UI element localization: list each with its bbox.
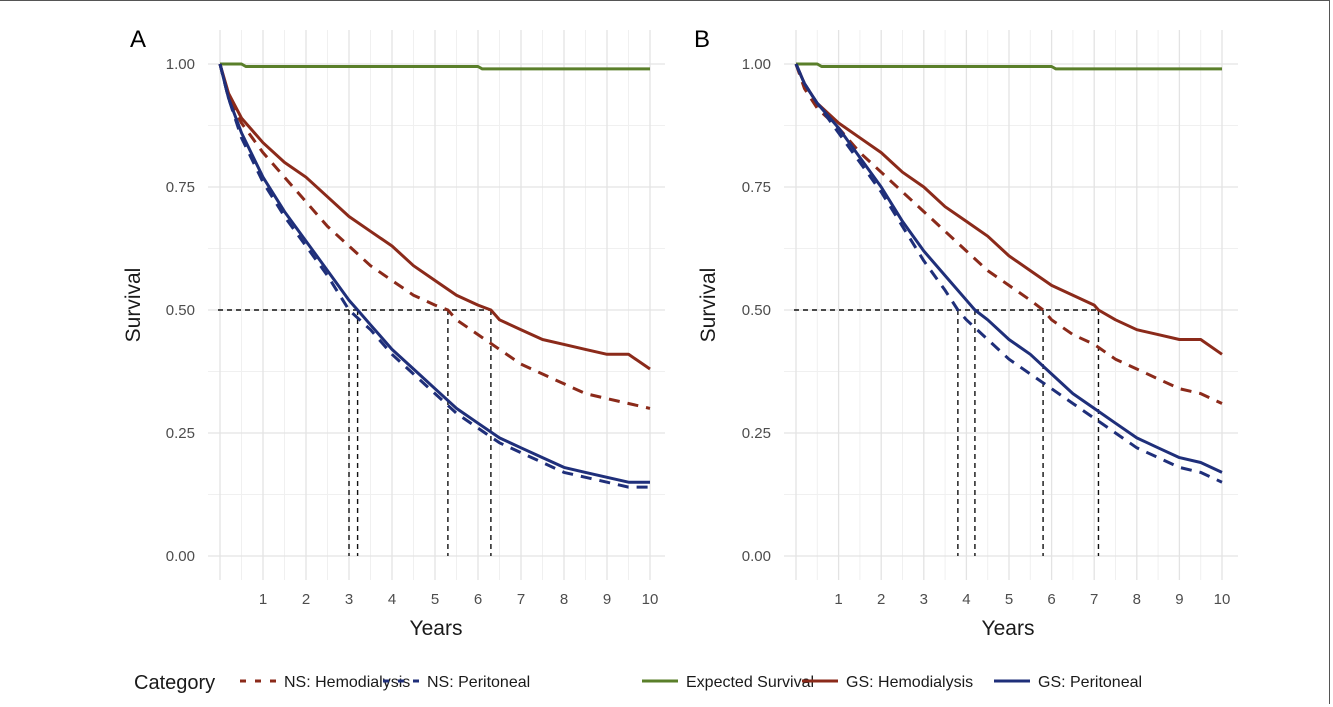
series-line-gs-hemodialysis bbox=[218, 63, 651, 371]
legend-label: NS: Hemodialysis bbox=[284, 674, 410, 691]
y-tick-label: 0.75 bbox=[742, 179, 771, 196]
x-tick-label: 8 bbox=[560, 591, 568, 608]
x-tick-label: 8 bbox=[1133, 591, 1141, 608]
y-tick-label: 0.50 bbox=[742, 302, 771, 319]
x-tick-label: 6 bbox=[1047, 591, 1055, 608]
y-tick-label: 0.25 bbox=[742, 425, 771, 442]
x-tick-label: 2 bbox=[877, 591, 885, 608]
panel-a: 0.00 0.25 0.50 0.75 1.00 1 2 3 4 5 6 7 8 9 10 Years Surv… bbox=[122, 26, 665, 640]
series-line-gs-peritoneal bbox=[218, 63, 650, 484]
panel-label: A bbox=[130, 26, 146, 53]
legend-label: NS: Peritoneal bbox=[427, 674, 530, 691]
x-tick-label: 2 bbox=[302, 591, 310, 608]
y-tick-label: 1.00 bbox=[166, 56, 195, 73]
x-tick-label: 7 bbox=[1090, 591, 1098, 608]
x-tick-label: 5 bbox=[431, 591, 439, 608]
y-tick-label: 0.75 bbox=[166, 179, 195, 196]
y-axis-title: Survival bbox=[122, 268, 145, 343]
x-tick-label: 1 bbox=[259, 591, 267, 608]
x-tick-label: 9 bbox=[1175, 591, 1183, 608]
x-tick-label: 6 bbox=[474, 591, 482, 608]
x-tick-label: 3 bbox=[345, 591, 353, 608]
y-axis-title: Survival bbox=[697, 268, 720, 343]
series-line-ns-hemodialysis bbox=[218, 63, 651, 410]
legend-label: Expected Survival bbox=[686, 674, 814, 691]
legend-label: GS: Peritoneal bbox=[1038, 674, 1142, 691]
x-tick-label: 1 bbox=[834, 591, 842, 608]
x-tick-label: 4 bbox=[962, 591, 970, 608]
y-tick-label: 0.25 bbox=[166, 425, 195, 442]
legend-label: GS: Hemodialysis bbox=[846, 674, 973, 691]
series-line-ns-hemodialysis bbox=[794, 63, 1223, 405]
series-line-ns-peritoneal bbox=[218, 63, 650, 489]
y-tick-label: 0.00 bbox=[166, 548, 195, 565]
series-line-gs-hemodialysis bbox=[794, 63, 1223, 356]
x-axis-title: Years bbox=[982, 617, 1035, 640]
legend-title: Category bbox=[134, 672, 215, 694]
x-tick-label: 10 bbox=[1214, 591, 1231, 608]
x-tick-label: 5 bbox=[1005, 591, 1013, 608]
x-tick-label: 3 bbox=[920, 591, 928, 608]
series-line-expected-survival bbox=[220, 62, 650, 71]
series-line-gs-peritoneal bbox=[794, 63, 1223, 474]
x-tick-label: 9 bbox=[603, 591, 611, 608]
x-axis-title: Years bbox=[410, 617, 463, 640]
x-tick-label: 7 bbox=[517, 591, 525, 608]
panel-label: B bbox=[694, 26, 710, 53]
series-line-ns-peritoneal bbox=[794, 63, 1223, 484]
panel-b: 0.00 0.25 0.50 0.75 1.00 1 2 3 4 5 6 7 8 9 10 Years Surv… bbox=[694, 26, 1238, 640]
x-tick-label: 4 bbox=[388, 591, 396, 608]
series-line-expected-survival bbox=[796, 62, 1222, 71]
y-tick-label: 1.00 bbox=[742, 56, 771, 73]
legend: Category NS: Hemodialysis NS: Peritoneal Ex… bbox=[134, 672, 1142, 694]
x-tick-label: 10 bbox=[642, 591, 659, 608]
y-tick-label: 0.00 bbox=[742, 548, 771, 565]
y-tick-label: 0.50 bbox=[166, 302, 195, 319]
